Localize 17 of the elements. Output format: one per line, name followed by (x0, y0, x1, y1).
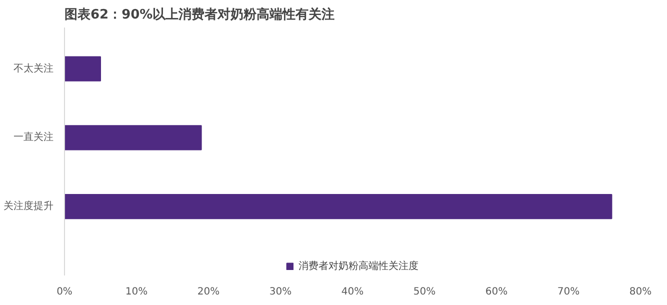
bar (64, 56, 101, 82)
bar (64, 194, 612, 220)
y-tick-label: 关注度提升 (4, 200, 54, 212)
x-tick-label: 0% (56, 286, 72, 298)
x-tick-label: 80% (629, 286, 652, 298)
x-tick-label: 30% (269, 286, 292, 298)
x-tick-label: 50% (413, 286, 436, 298)
x-tick-label: 60% (485, 286, 508, 298)
legend-label: 消费者对奶粉高端性关注度 (298, 260, 418, 273)
y-tick-label: 不太关注 (14, 62, 54, 74)
chart-title: 图表62：90%以上消费者对奶粉高端性有关注 (64, 6, 335, 22)
x-tick-label: 20% (197, 286, 220, 298)
bar (64, 125, 202, 150)
x-tick-label: 40% (341, 286, 364, 298)
x-tick-label: 70% (557, 286, 580, 298)
y-tick-label: 一直关注 (14, 131, 54, 144)
x-tick-label: 10% (125, 286, 148, 298)
